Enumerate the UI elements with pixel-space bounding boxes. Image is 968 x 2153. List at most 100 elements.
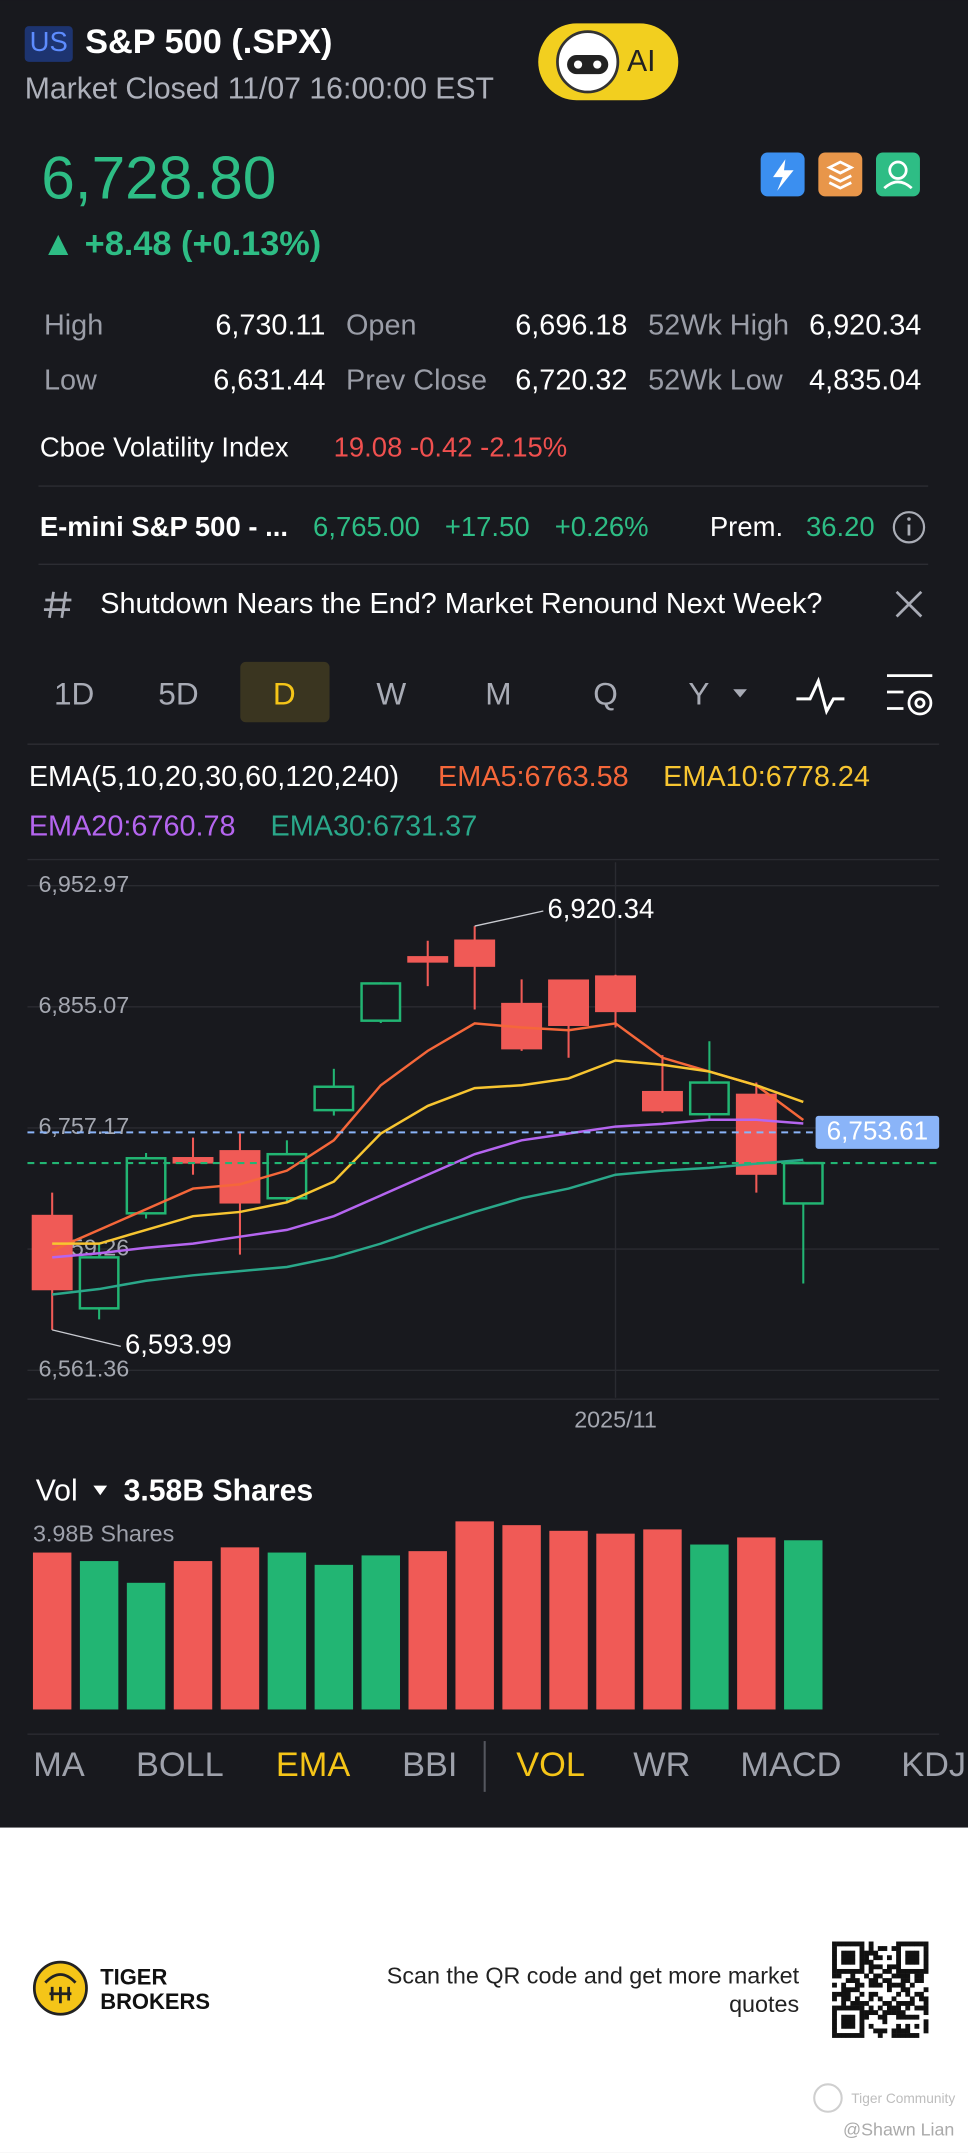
price-change: ▲ +8.48 (+0.13%) <box>41 225 321 263</box>
qr-cell <box>914 1968 920 1974</box>
qr-cell <box>914 1991 920 1997</box>
brand-logo-glyph <box>44 1973 77 2004</box>
period-tab[interactable]: W <box>376 676 406 712</box>
qr-cell <box>896 2010 901 2016</box>
y-tick-label: 6,952.97 <box>38 871 129 897</box>
x-tick-label: 2025/11 <box>574 1406 657 1432</box>
qr-cell <box>896 2023 901 2029</box>
qr-cell <box>877 1946 883 1951</box>
watermark-logo <box>813 2083 843 2113</box>
qr-cell <box>868 1978 874 1983</box>
period-tab[interactable]: D <box>273 676 296 712</box>
qr-cell <box>923 1946 929 1951</box>
futures-label: E-mini S&P 500 - ... <box>40 511 288 542</box>
qr-cell <box>919 2005 924 2011</box>
qr-cell <box>891 1973 897 1979</box>
qr-cell <box>882 1946 888 1951</box>
qr-cell <box>919 1996 924 2002</box>
indicator-icon[interactable] <box>796 676 845 716</box>
qr-cell <box>864 2010 869 2016</box>
qr-cell <box>841 2023 847 2029</box>
qr-cell <box>877 1996 883 2002</box>
qr-cell <box>850 1973 856 1979</box>
candle-body <box>407 956 449 963</box>
qr-cell <box>914 1978 920 1983</box>
period-tab[interactable]: Y <box>688 676 709 712</box>
vix-value: 19.08 -0.42 -2.15% <box>334 431 568 462</box>
qr-pattern <box>832 1941 929 2038</box>
qr-cell <box>900 1973 906 1979</box>
app-icon[interactable] <box>876 152 920 197</box>
qr-cell <box>850 1959 856 1965</box>
indicator-tab[interactable]: MA <box>33 1746 85 1784</box>
period-tab[interactable]: 5D <box>158 676 198 712</box>
candle-body <box>688 1081 730 1116</box>
qr-cell <box>919 1968 924 1974</box>
y-tick-label: 6,561.36 <box>38 1355 129 1381</box>
qr-cell <box>845 2014 851 2020</box>
qr-cell <box>896 1950 901 1956</box>
qr-cell <box>900 1987 906 1993</box>
qr-cell <box>832 2023 837 2029</box>
qr-cell <box>882 1978 888 1983</box>
period-tab[interactable]: Q <box>593 676 618 712</box>
period-tab[interactable]: M <box>485 676 511 712</box>
qr-cell <box>923 1968 929 1974</box>
news-headline[interactable]: Shutdown Nears the End? Market Renound N… <box>100 588 822 620</box>
qr-cell <box>891 1946 897 1951</box>
indicator-tab[interactable]: KDJ <box>901 1746 966 1784</box>
indicator-tab[interactable]: BOLL <box>136 1746 224 1784</box>
ai-button[interactable]: AI <box>538 23 679 101</box>
ai-mascot-face <box>567 54 609 75</box>
legend-entry: EMA10:6778.24 <box>663 761 870 793</box>
qr-cell <box>882 2028 888 2034</box>
indicator-tab[interactable]: WR <box>633 1746 690 1784</box>
stat-label: 52Wk Low <box>648 364 783 396</box>
close-button[interactable] <box>895 590 923 618</box>
qr-cell <box>905 1991 911 1997</box>
settings-icon[interactable] <box>886 674 933 716</box>
price-line-label: 6,753.61 <box>827 1115 929 1145</box>
indicator-tab[interactable]: BBI <box>402 1746 457 1784</box>
price-line-tag <box>815 1115 940 1149</box>
qr-cell <box>900 1968 906 1974</box>
qr-cell <box>909 2014 915 2020</box>
qr-cell <box>909 1959 915 1965</box>
qr-cell <box>909 2033 915 2038</box>
volume-bar <box>549 1530 588 1710</box>
qr-cell <box>923 1964 929 1970</box>
qr-cell <box>905 1978 911 1983</box>
qr-cell <box>850 1968 856 1974</box>
qr-cell <box>832 2010 837 2016</box>
volume-bar <box>502 1525 541 1710</box>
qr-cell <box>859 2014 865 2020</box>
qr-cell <box>832 1946 837 1951</box>
qr-cell <box>900 2010 906 2016</box>
candle-body <box>641 1090 683 1112</box>
qr-cell <box>923 2019 929 2025</box>
qr-cell <box>868 1959 874 1965</box>
period-tab[interactable]: 1D <box>54 676 94 712</box>
qr-cell <box>886 1978 892 1983</box>
indicator-tabs: MA BOLL EMA BBI VOL WR MACD KDJ <box>33 1746 966 1784</box>
qr-cell <box>877 1955 883 1961</box>
indicator-tab[interactable]: MACD <box>740 1746 841 1784</box>
indicator-tab[interactable]: EMA <box>276 1746 350 1784</box>
qr-cell <box>864 2001 869 2006</box>
period-highlight <box>240 661 330 723</box>
qr-cell <box>896 2033 901 2038</box>
stat-value: 6,920.34 <box>809 309 921 341</box>
qr-cell <box>923 2005 929 2011</box>
volume-title: Vol <box>36 1475 78 1508</box>
stat-value: 4,835.04 <box>809 364 921 396</box>
qr-cell <box>896 1946 901 1951</box>
qr-cell <box>859 1991 865 1997</box>
futures-row[interactable]: E-mini S&P 500 - ... 6,765.00 +17.50 +0.… <box>40 511 926 544</box>
dropdown-arrow[interactable] <box>93 1485 108 1496</box>
qr-cell <box>905 1941 911 1947</box>
indicator-tab[interactable]: VOL <box>516 1746 585 1784</box>
qr-cell <box>891 1964 897 1970</box>
stat-label: Prev Close <box>346 364 487 396</box>
qr-cell <box>864 2014 869 2020</box>
futures-percent: +0.26% <box>555 511 649 542</box>
